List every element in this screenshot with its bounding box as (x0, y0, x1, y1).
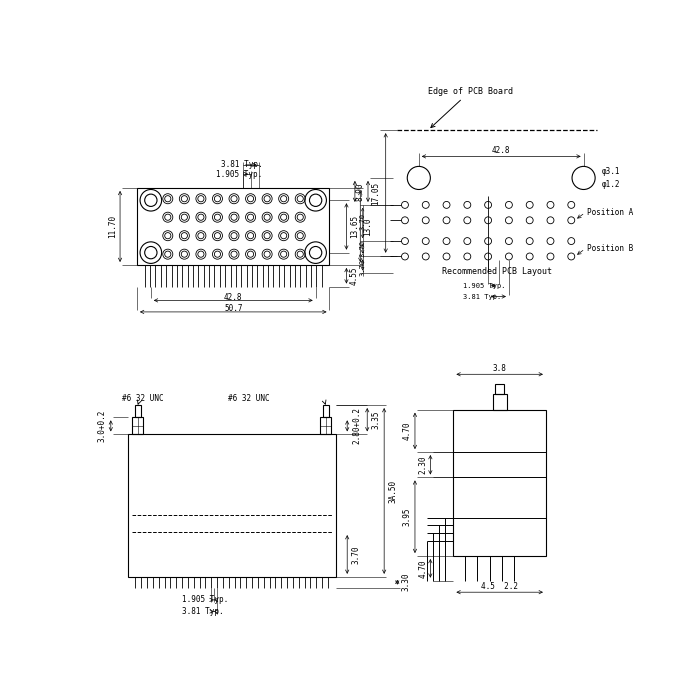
Text: #6 32 UNC: #6 32 UNC (122, 394, 163, 403)
Bar (323, 405, 329, 417)
Text: 8.90: 8.90 (356, 182, 365, 201)
Text: 13.0: 13.0 (363, 217, 372, 236)
Bar (134, 405, 141, 417)
Text: 3.70: 3.70 (360, 240, 365, 258)
Text: 3.70: 3.70 (360, 259, 365, 276)
Text: 3.30: 3.30 (402, 573, 411, 591)
Text: 13.65: 13.65 (349, 215, 358, 238)
Text: Position B: Position B (587, 244, 633, 253)
Text: 3.81 Typ.: 3.81 Typ. (221, 160, 263, 169)
Text: 50.7: 50.7 (224, 304, 242, 314)
Text: 42.8: 42.8 (224, 293, 242, 302)
Text: 42.8: 42.8 (492, 146, 510, 155)
Bar (454, 410, 546, 556)
Text: φ1.2: φ1.2 (601, 180, 620, 188)
Text: 3.70: 3.70 (360, 213, 365, 230)
Text: 3.81 Typ.: 3.81 Typ. (463, 293, 502, 300)
Text: 17.05: 17.05 (371, 181, 380, 204)
Text: 4.55: 4.55 (349, 267, 358, 285)
Bar (132, 417, 144, 434)
Text: Recommended PCB Layout: Recommended PCB Layout (442, 267, 552, 276)
Bar (127, 434, 336, 577)
Text: 4.70: 4.70 (402, 421, 412, 440)
Text: 3.70: 3.70 (352, 545, 361, 564)
Text: φ3.1: φ3.1 (601, 167, 620, 176)
Text: Edge of PCB Board: Edge of PCB Board (428, 87, 513, 127)
Text: 1.905 Typ.: 1.905 Typ. (216, 169, 262, 178)
Text: 4.70: 4.70 (418, 559, 427, 578)
Text: 2.80+0.2: 2.80+0.2 (352, 407, 361, 444)
Text: 3.0+0.2: 3.0+0.2 (97, 410, 106, 442)
Bar (493, 394, 507, 410)
Text: 3.8: 3.8 (493, 363, 507, 372)
Text: 1.905 Typ.: 1.905 Typ. (182, 596, 228, 604)
Text: 1.905 Typ.: 1.905 Typ. (463, 283, 506, 288)
Bar (321, 417, 331, 434)
Text: Position A: Position A (587, 208, 633, 217)
Bar (137, 188, 330, 265)
Text: 3A.50: 3A.50 (389, 480, 398, 503)
Text: 3.35: 3.35 (372, 410, 381, 429)
Text: #6 32 UNC: #6 32 UNC (228, 394, 270, 403)
Text: 11.70: 11.70 (108, 215, 117, 238)
Text: 3.81 Typ.: 3.81 Typ. (182, 607, 223, 616)
Text: 3.95: 3.95 (402, 508, 412, 526)
Bar (495, 384, 504, 394)
Text: 4.5  2.2: 4.5 2.2 (481, 582, 518, 592)
Text: 2.30: 2.30 (418, 456, 427, 474)
